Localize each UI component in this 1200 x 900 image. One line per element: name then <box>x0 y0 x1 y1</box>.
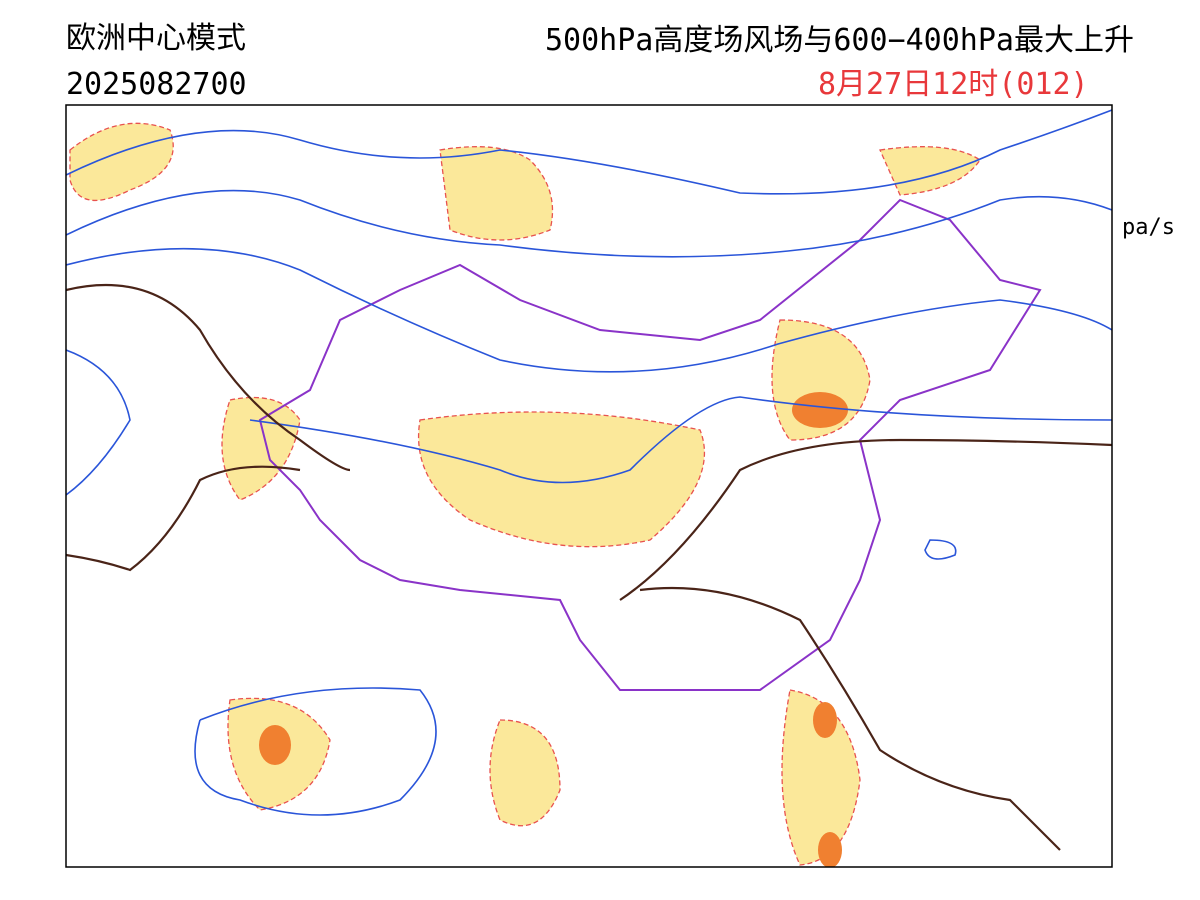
omega-core-area <box>818 832 842 867</box>
valid-time: 8月27日12时(012) <box>818 67 1089 102</box>
plot-frame <box>65 104 1113 868</box>
border <box>258 198 1042 691</box>
height-contours <box>66 109 1112 816</box>
contour-line <box>66 109 1112 195</box>
contour-line <box>924 539 957 560</box>
omega-area <box>221 396 301 501</box>
omega-area <box>439 146 554 241</box>
omega-core-area <box>813 702 837 738</box>
colorbar-unit: pa/s <box>1122 215 1175 240</box>
contour-line <box>66 349 1112 496</box>
omega-core <box>259 392 848 867</box>
omega-core-area <box>792 392 848 428</box>
contour-line <box>66 189 1112 258</box>
contour-line <box>619 438 1112 601</box>
omega-core-area <box>259 725 291 765</box>
omega-area <box>879 146 981 196</box>
contour-line <box>639 586 1061 851</box>
border-line <box>258 198 1042 691</box>
model-name: 欧洲中心模式 <box>66 21 246 56</box>
contour-line <box>66 247 1112 373</box>
contour-line <box>194 687 437 816</box>
plot-area <box>66 105 1112 867</box>
map-title: 500hPa高度场风场与600−400hPa最大上升 <box>545 23 1134 58</box>
omega-area <box>489 719 561 827</box>
contour-588 <box>66 283 1112 851</box>
contour-line <box>66 283 351 572</box>
init-time: 2025082700 <box>66 67 247 102</box>
omega-area <box>417 411 706 548</box>
